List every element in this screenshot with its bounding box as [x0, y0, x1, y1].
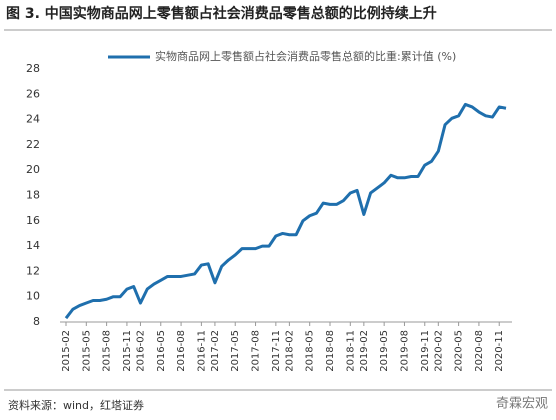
x-tick-label: 2015-08: [102, 330, 113, 372]
x-tick-label: 2018-02: [284, 330, 295, 372]
legend-label: 实物商品网上零售额占社会消费品零售总额的比重:累计值 (%): [155, 49, 456, 63]
source: 资料来源：wind，红塔证券: [8, 398, 144, 412]
x-tick-label: 2020-11: [494, 330, 505, 372]
y-tick-label: 26: [26, 87, 40, 100]
data-line: [64, 102, 507, 320]
y-tick-label: 20: [26, 163, 40, 176]
y-tick-label: 14: [26, 239, 40, 252]
y-tick-label: 28: [26, 62, 40, 75]
x-tick-label: 2016-08: [176, 330, 187, 372]
x-tick-label: 2017-08: [251, 330, 262, 372]
x-tick-label: 2016-02: [135, 330, 146, 372]
x-tick-label: 2017-05: [230, 330, 241, 372]
x-tick-label: 2019-05: [379, 330, 390, 372]
x-tick-label: 2017-11: [271, 330, 282, 372]
y-tick-label: 22: [26, 138, 40, 151]
x-tick-label: 2015-11: [122, 330, 133, 372]
x-tick-label: 2017-02: [210, 330, 221, 372]
y-tick-label: 8: [33, 315, 40, 328]
x-tick-label: 2018-05: [305, 330, 316, 372]
x-tick-label: 2019-11: [420, 330, 431, 372]
x-tick-label: 2015-02: [61, 330, 72, 372]
watermark: 奇霖宏观: [496, 396, 548, 412]
x-tick-label: 2016-11: [196, 330, 207, 372]
x-tick-label: 2019-02: [359, 330, 370, 372]
y-tick-label: 12: [26, 264, 40, 277]
y-tick-label: 10: [26, 290, 40, 303]
x-tick-label: 2018-11: [345, 330, 356, 372]
y-tick-label: 24: [26, 113, 40, 126]
x-tick-label: 2019-08: [399, 330, 410, 372]
x-tick-label: 2015-05: [81, 330, 92, 372]
x-tick-label: 2020-02: [433, 330, 444, 372]
x-tick-label: 2018-08: [325, 330, 336, 372]
chart-title: 图 3. 中国实物商品网上零售额占社会消费品零售总额的比例持续上升: [6, 5, 437, 22]
y-tick-label: 18: [26, 189, 40, 202]
x-tick-label: 2016-05: [156, 330, 167, 372]
y-tick-label: 16: [26, 214, 40, 227]
x-tick-label: 2020-05: [454, 330, 465, 372]
x-tick-label: 2020-08: [474, 330, 485, 372]
